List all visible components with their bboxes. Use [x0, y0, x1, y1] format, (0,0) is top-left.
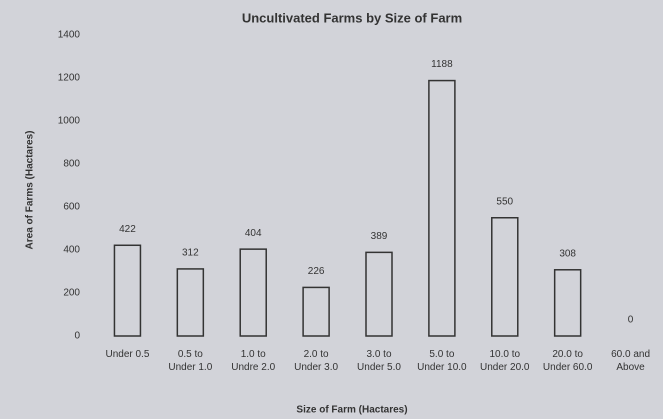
y-tick-label: 600 — [63, 202, 80, 213]
x-tick-label: 10.0 to Under 20.0 — [480, 349, 530, 373]
bar — [553, 269, 582, 337]
x-tick-label: 2.0 to Under 3.0 — [294, 349, 339, 373]
value-label: 389 — [371, 231, 388, 242]
bar — [365, 251, 393, 337]
y-tick-label: 1000 — [58, 116, 81, 127]
value-label: 404 — [245, 228, 262, 239]
bar — [428, 79, 456, 337]
y-tick-label: 800 — [63, 159, 80, 170]
x-tick-label: 60.0 and Above — [611, 349, 651, 373]
value-label: 308 — [559, 248, 576, 259]
value-label: 550 — [496, 196, 513, 207]
y-tick-label: 1400 — [58, 30, 81, 41]
y-tick-label: 1200 — [58, 73, 81, 84]
y-tick-label: 400 — [63, 245, 80, 256]
value-label: 422 — [119, 224, 136, 235]
x-tick-label: Under 0.5 — [105, 349, 150, 360]
bar — [176, 268, 205, 337]
bar — [302, 286, 330, 337]
x-tick-label: 0.5 to Under 1.0 — [168, 349, 213, 373]
y-tick-label: 0 — [74, 331, 80, 342]
chart-title: Uncultivated Farms by Size of Farm — [242, 10, 462, 25]
y-axis-title: Area of Farms (Hactares) — [25, 131, 36, 250]
value-label: 0 — [628, 315, 634, 326]
x-tick-label: 3.0 to Under 5.0 — [357, 349, 401, 373]
bar — [491, 217, 519, 337]
bar — [239, 248, 267, 337]
x-tick-label: 20.0 to Under 60.0 — [542, 349, 593, 373]
x-tick-label: 1.0 to Undre 2.0 — [231, 349, 276, 373]
bar — [113, 244, 142, 337]
value-label: 312 — [182, 248, 199, 259]
x-axis-title: Size of Farm (Hactares) — [296, 405, 407, 416]
value-label: 1188 — [431, 59, 453, 70]
y-tick-label: 200 — [63, 288, 80, 299]
x-tick-label: 5.0 to Under 10.0 — [417, 349, 467, 373]
value-label: 226 — [308, 266, 325, 277]
